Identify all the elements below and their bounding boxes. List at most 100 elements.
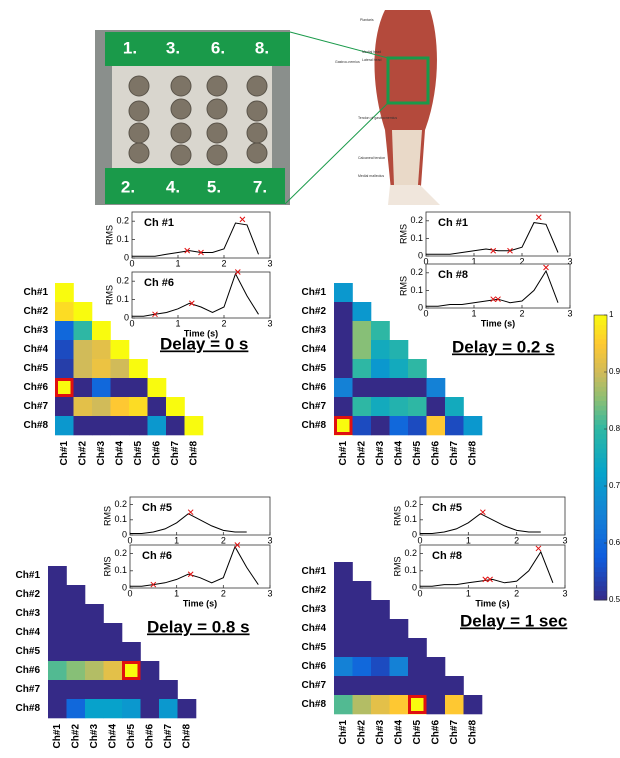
heatmap-cell <box>371 638 390 657</box>
heatmap-cell <box>390 340 409 359</box>
colorbar-band <box>594 429 607 434</box>
heatmap-cell <box>122 699 141 718</box>
column-label: Ch#3 <box>375 441 386 466</box>
heatmap-cell <box>408 397 427 416</box>
column-label: Ch#5 <box>412 720 423 745</box>
y-tick-label: 0 <box>412 582 417 592</box>
colorbar-band <box>594 534 607 539</box>
y-tick-label: 0 <box>122 582 127 592</box>
heatmap-cell <box>390 359 409 378</box>
x-tick-label: 2 <box>221 535 226 545</box>
heatmap-cell <box>92 416 111 435</box>
heatmap-cell <box>353 619 372 638</box>
heatmap-cell <box>85 642 104 661</box>
row-label: Ch#8 <box>302 699 327 710</box>
heatmap-cell <box>390 397 409 416</box>
heatmap-cell <box>371 340 390 359</box>
heatmap-cell <box>334 321 353 340</box>
y-axis-label: RMS <box>104 225 114 245</box>
column-label: Ch#4 <box>107 724 118 749</box>
x-tick-label: 1 <box>466 535 471 545</box>
figure: 1.3.6.8.2.4.5.7.PlantarisGastroc-nemiusM… <box>0 0 620 753</box>
heatmap-cell <box>111 397 130 416</box>
row-label: Ch#4 <box>302 623 327 634</box>
heatmap-cell <box>111 378 130 397</box>
column-label: Ch#1 <box>338 441 349 466</box>
heatmap-cell <box>129 397 148 416</box>
row-label: Ch#2 <box>302 585 327 596</box>
column-label: Ch#5 <box>412 441 423 466</box>
row-label: Ch#4 <box>16 627 41 638</box>
colorbar-band <box>594 334 607 339</box>
photo-label: 2. <box>121 177 135 196</box>
heatmap-cell <box>390 619 409 638</box>
colorbar-band <box>594 462 607 467</box>
heatmap-cell <box>85 661 104 680</box>
zoom-line <box>290 32 388 58</box>
row-label: Ch#7 <box>16 684 41 695</box>
heatmap-cell <box>353 378 372 397</box>
x-tick-label: 2 <box>519 308 524 318</box>
heatmap-cell <box>67 661 86 680</box>
heatmap-cell <box>74 416 93 435</box>
y-axis-label: RMS <box>392 557 402 577</box>
heatmap-cell <box>334 676 353 695</box>
photo-label: 6. <box>211 38 225 57</box>
y-tick-label: 0.2 <box>114 499 127 509</box>
colorbar-band <box>594 529 607 534</box>
heatmap-cell <box>334 581 353 600</box>
colorbar-band <box>594 562 607 567</box>
heatmap-cell <box>178 699 197 718</box>
heatmap-cell <box>334 302 353 321</box>
colorbar-band <box>594 420 607 425</box>
row-label: Ch#7 <box>302 680 327 691</box>
anatomy-label: Medial head <box>362 50 381 54</box>
x-tick-label: 3 <box>267 318 272 328</box>
x-tick-label: 1 <box>174 535 179 545</box>
heatmap-cell <box>445 695 464 714</box>
column-label: Ch#4 <box>393 720 404 745</box>
x-tick-label: 0 <box>129 318 134 328</box>
colorbar-band <box>594 439 607 444</box>
y-tick-label: 0.1 <box>410 285 423 295</box>
heatmap-cell <box>334 695 353 714</box>
heatmap-cell <box>48 661 67 680</box>
x-tick-label: 3 <box>267 258 272 268</box>
heatmap-cell <box>92 397 111 416</box>
row-label: Ch#2 <box>16 589 41 600</box>
colorbar-band <box>594 505 607 510</box>
colorbar-tick-label: 0.7 <box>609 481 620 490</box>
heatmap-cell <box>55 397 74 416</box>
x-tick-label: 1 <box>174 588 179 598</box>
row-label: Ch#8 <box>302 420 327 431</box>
heatmap-cell <box>353 657 372 676</box>
colorbar-band <box>594 372 607 377</box>
x-tick-label: 0 <box>417 588 422 598</box>
heatmap-cell <box>48 585 67 604</box>
delay-annotation: Delay = 1 sec <box>460 611 567 630</box>
heatmap-cell <box>129 359 148 378</box>
colorbar-band <box>594 524 607 529</box>
column-label: Ch#2 <box>356 441 367 466</box>
colorbar-tick-label: 1 <box>609 310 614 319</box>
heatmap-cell <box>85 699 104 718</box>
column-label: Ch#6 <box>430 441 441 466</box>
heatmap-cell <box>74 397 93 416</box>
y-tick-label: 0.2 <box>410 267 423 277</box>
heatmap-cell <box>371 397 390 416</box>
colorbar-band <box>594 329 607 334</box>
heatmap-cell <box>67 699 86 718</box>
x-tick-label: 2 <box>221 588 226 598</box>
heatmap-cell <box>445 416 464 435</box>
heatmap-cell <box>334 283 353 302</box>
x-tick-label: 1 <box>471 308 476 318</box>
inset-title: Ch #5 <box>432 502 462 514</box>
heatmap-cell <box>122 680 141 699</box>
heatmap-cell <box>371 321 390 340</box>
colorbar-band <box>594 519 607 524</box>
heatmap-cell <box>334 600 353 619</box>
colorbar-tick-label: 0.8 <box>609 424 620 433</box>
column-label: Ch#7 <box>170 441 181 466</box>
heatmap-cell <box>371 657 390 676</box>
x-tick-label: 2 <box>221 258 226 268</box>
